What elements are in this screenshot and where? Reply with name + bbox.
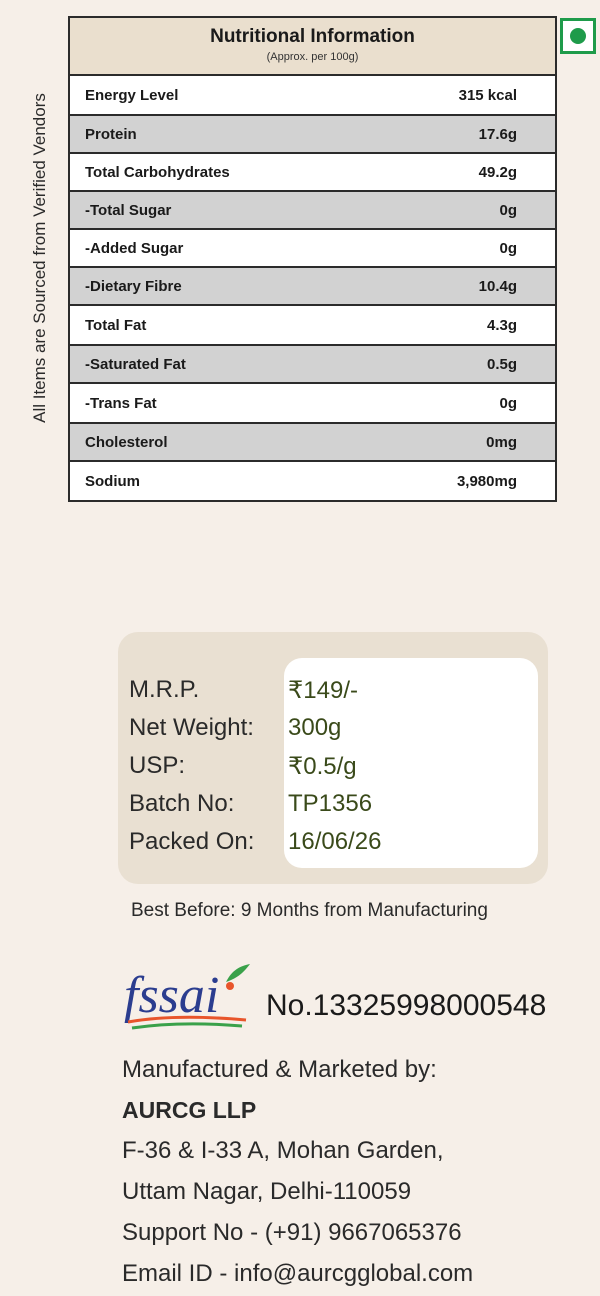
nutrient-value: 315 kcal xyxy=(458,86,517,104)
table-row: -Dietary Fibre 10.4g xyxy=(70,268,555,306)
price-values-panel xyxy=(284,658,538,868)
nutrient-value: 3,980mg xyxy=(456,472,517,490)
nutrient-value: 0mg xyxy=(486,433,517,451)
fssai-logo-text: fssai xyxy=(124,967,219,1024)
nutrient-label: -Saturated Fat xyxy=(85,355,186,373)
nutrition-header: Nutritional Information (Approx. per 100… xyxy=(70,18,555,76)
nutrient-label: Protein xyxy=(85,125,137,143)
price-info-panel: M.R.P. ₹149/- Net Weight: 300g USP: ₹0.5/g … xyxy=(118,632,548,884)
table-row: -Added Sugar 0g xyxy=(70,230,555,268)
nutrient-value: 49.2g xyxy=(478,163,517,181)
packed-on-row: Packed On: 16/06/26 xyxy=(129,828,381,856)
table-row: Sodium 3,980mg xyxy=(70,462,555,500)
manufacturer-heading: Manufactured & Marketed by: xyxy=(122,1056,437,1083)
nutrient-value: 17.6g xyxy=(478,125,517,143)
nutrient-label: Cholesterol xyxy=(85,433,168,451)
nutrient-value: 0g xyxy=(499,201,517,219)
table-row: -Total Sugar 0g xyxy=(70,192,555,230)
packed-on-label: Packed On: xyxy=(129,828,255,855)
nutrient-value: 0g xyxy=(499,239,517,257)
nutrient-label: Total Carbohydrates xyxy=(85,163,230,181)
mrp-label: M.R.P. xyxy=(129,676,200,703)
usp-value: ₹0.5/g xyxy=(288,753,357,780)
nutrient-label: -Dietary Fibre xyxy=(85,277,182,295)
nutrient-value: 10.4g xyxy=(478,277,517,295)
net-weight-label: Net Weight: xyxy=(129,714,254,741)
batch-value: TP1356 xyxy=(288,790,373,817)
nutrient-value: 0g xyxy=(499,394,517,412)
mrp-row: M.R.P. ₹149/- xyxy=(129,676,358,704)
nutrient-label: -Added Sugar xyxy=(85,239,184,257)
nutrition-title: Nutritional Information xyxy=(210,26,415,47)
vendor-note: All Items are Sourced from Verified Vend… xyxy=(30,93,49,423)
fssai-number: No.13325998000548 xyxy=(266,989,547,1022)
packed-on-value: 16/06/26 xyxy=(288,828,382,855)
table-row: Energy Level 315 kcal xyxy=(70,76,555,116)
batch-row: Batch No: TP1356 xyxy=(129,790,372,818)
table-row: Total Fat 4.3g xyxy=(70,306,555,346)
nutrient-label: Sodium xyxy=(85,472,140,490)
email-id: Email ID - info@aurcgglobal.com xyxy=(122,1260,474,1287)
table-row: Protein 17.6g xyxy=(70,116,555,154)
batch-label: Batch No: xyxy=(129,790,235,817)
support-number: Support No - (+91) 9667065376 xyxy=(122,1219,462,1246)
net-weight-row: Net Weight: 300g xyxy=(129,714,341,742)
table-row: -Saturated Fat 0.5g xyxy=(70,346,555,384)
address-line-2: Uttam Nagar, Delhi-110059 xyxy=(122,1178,412,1205)
nutrient-label: Energy Level xyxy=(85,86,179,104)
address-line-1: F-36 & I-33 A, Mohan Garden, xyxy=(122,1137,444,1164)
nutrition-subtitle: (Approx. per 100g) xyxy=(266,51,359,63)
table-row: -Trans Fat 0g xyxy=(70,384,555,424)
best-before-note: Best Before: 9 Months from Manufacturing xyxy=(131,900,488,921)
nutrient-label: Total Fat xyxy=(85,316,147,334)
net-weight-value: 300g xyxy=(288,714,342,741)
nutrition-table: Nutritional Information (Approx. per 100… xyxy=(68,16,557,502)
nutrient-value: 4.3g xyxy=(486,316,517,334)
fssai-logo-icon: fssai xyxy=(124,964,250,1030)
company-name: AURCG LLP xyxy=(122,1097,257,1123)
table-row: Total Carbohydrates 49.2g xyxy=(70,154,555,192)
nutrient-label: -Total Sugar xyxy=(85,201,172,219)
nutrient-label: -Trans Fat xyxy=(85,394,157,412)
mrp-value: ₹149/- xyxy=(288,677,358,704)
nutrient-value: 0.5g xyxy=(486,355,517,373)
veg-symbol-icon xyxy=(560,18,596,54)
usp-label: USP: xyxy=(129,752,186,779)
usp-row: USP: ₹0.5/g xyxy=(129,752,357,780)
table-row: Cholesterol 0mg xyxy=(70,424,555,462)
